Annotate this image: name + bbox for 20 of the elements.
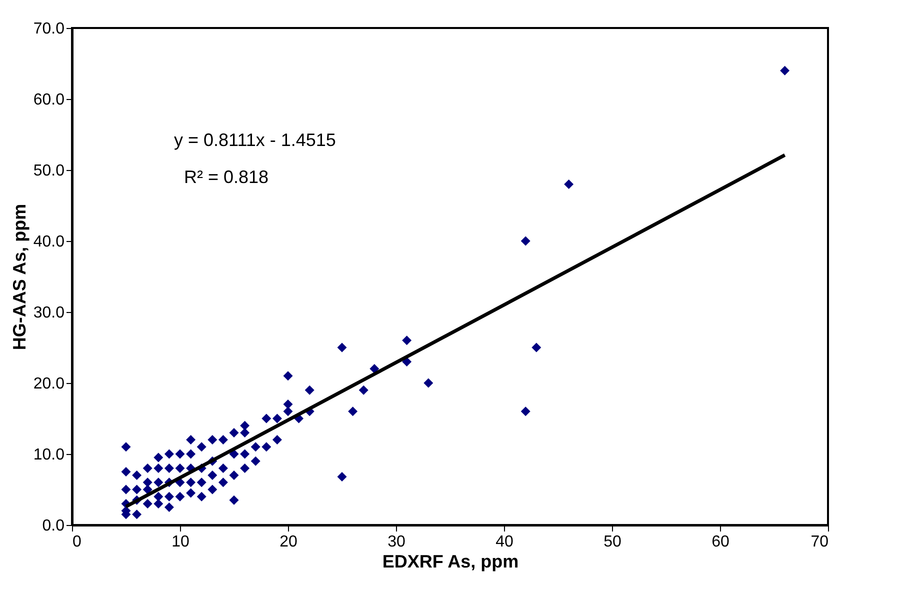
y-tick-label: 70.0: [33, 20, 65, 38]
y-tick-label: 30.0: [33, 304, 65, 322]
y-tick-label: 20.0: [33, 376, 65, 392]
x-tick-label: 70: [810, 534, 829, 550]
x-tick-label: 50: [604, 534, 622, 550]
y-tick-label: 0.0: [42, 518, 65, 534]
x-tick-label: 10: [172, 534, 190, 550]
x-tick-label: 20: [280, 534, 298, 550]
x-axis-title: EDXRF As, ppm: [382, 552, 519, 572]
x-tick-label: 0: [72, 534, 82, 550]
y-tick-label: 60.0: [33, 92, 65, 108]
x-tick-label: 60: [712, 534, 730, 550]
y-tick-label: 50.0: [33, 162, 65, 180]
x-tick-label: 30: [388, 534, 406, 550]
y-tick-label: 40.0: [33, 234, 65, 250]
annotation: y = 0.8111x - 1.4515: [174, 130, 336, 150]
x-tick-label: 40: [496, 534, 514, 550]
y-axis-title: HG-AAS As, ppm: [9, 204, 30, 350]
annotation: R² = 0.818: [184, 167, 269, 187]
y-tick-label: 10.0: [33, 446, 65, 464]
